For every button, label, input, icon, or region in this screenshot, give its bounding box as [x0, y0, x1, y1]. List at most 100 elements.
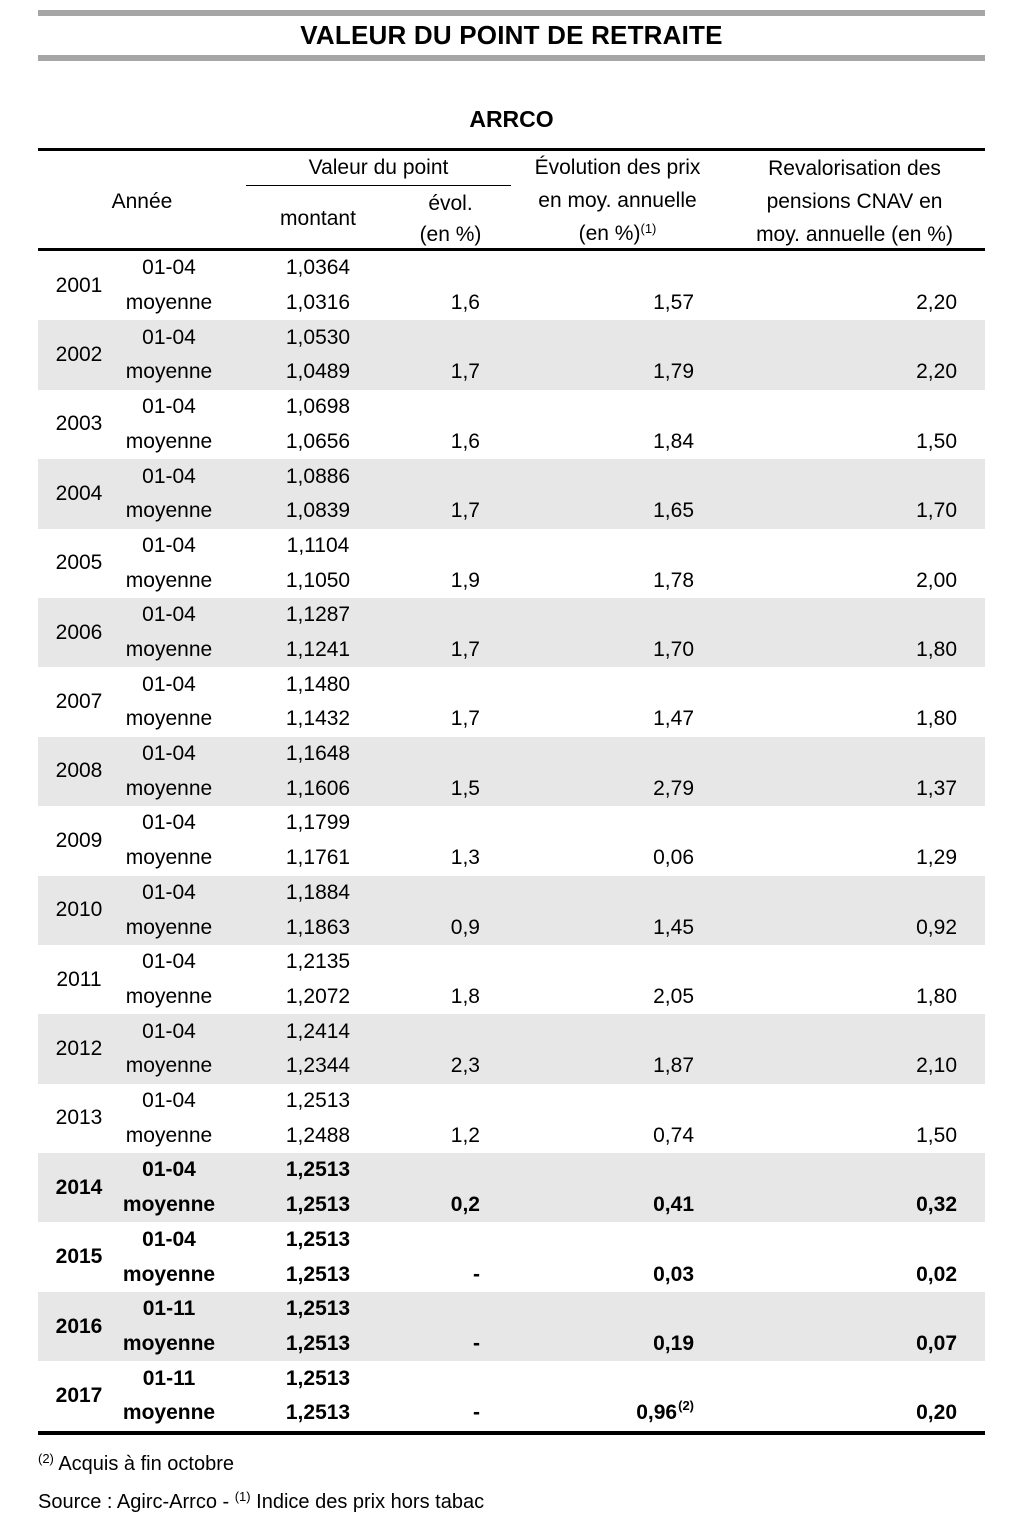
table-row: 2007 01-04 1,1480 moyenne 1,1432 1,7 1,47 1,80 [38, 667, 985, 736]
cnav-cell: 1,70 [724, 494, 985, 529]
montant-top-cell: 1,2513 [246, 1153, 390, 1188]
period-top-cell-text: 01-04 [142, 672, 196, 696]
period-bottom-cell-text: moyenne [125, 360, 213, 384]
prix-cell: 1,47 [511, 702, 724, 737]
prix-cell: 1,45 [511, 910, 724, 945]
header-montant-label: montant [280, 207, 356, 230]
prix-cell: 0,96 (2) [511, 1396, 724, 1431]
prix-cell-text: 1,65 [653, 499, 694, 523]
period-top-cell: 01-04 [120, 459, 246, 494]
period-top-cell-text: 01-04 [142, 880, 196, 904]
evol-cell-text: 1,7 [450, 360, 480, 384]
montant-bottom-cell: 1,2513 [246, 1396, 390, 1431]
period-top-cell: 01-04 [120, 667, 246, 702]
period-top-cell-text: 01-04 [142, 1019, 196, 1043]
montant-top-cell-text: 1,0364 [285, 256, 351, 280]
period-bottom-cell: moyenne [120, 1327, 246, 1362]
period-top-cell-text: 01-04 [142, 325, 196, 349]
period-top-cell: 01-04 [120, 1014, 246, 1049]
evol-cell-text: 1,8 [450, 984, 480, 1008]
year-cell-text: 2012 [55, 1036, 103, 1060]
cnav-cell: 0,92 [724, 910, 985, 945]
header-prix-line3: (en %)(1) [579, 217, 657, 252]
source-text: Source : Agirc-Arrco - [38, 1491, 235, 1513]
cnav-cell: 2,20 [724, 355, 985, 390]
cnav-cell: 1,80 [724, 980, 985, 1015]
footnote-1-text: Acquis à fin octobre [53, 1453, 234, 1475]
cnav-cell: 0,07 [724, 1327, 985, 1362]
evol-cell-text: 1,7 [450, 499, 480, 523]
header-annee: Année [38, 151, 246, 252]
year-cell: 2014 [38, 1153, 120, 1222]
montant-bottom-cell: 1,2513 [246, 1188, 390, 1223]
montant-bottom-cell-text: 1,1606 [285, 776, 351, 800]
footnote-2-marker: (1) [234, 1489, 251, 1504]
montant-bottom-cell: 1,0839 [246, 494, 390, 529]
montant-top-cell-text: 1,2135 [285, 950, 351, 974]
evol-cell-text: 1,3 [450, 846, 480, 870]
cnav-cell: 1,29 [724, 841, 985, 876]
cnav-cell: 2,10 [724, 1049, 985, 1084]
header-prix-line2: en moy. annuelle [538, 189, 697, 212]
header-valeur-subcolumns: montant évol. (en %) [246, 186, 511, 252]
period-bottom-cell: moyenne [120, 424, 246, 459]
montant-top-cell: 1,1480 [246, 667, 390, 702]
cnav-cell: 2,00 [724, 563, 985, 598]
year-cell: 2007 [38, 667, 120, 736]
montant-bottom-cell-text: 1,1863 [285, 915, 351, 939]
year-cell-text: 2005 [55, 551, 103, 575]
year-cell-text: 2006 [55, 620, 103, 644]
header-cnav-line1: Revalorisation des [768, 157, 941, 180]
table-row: 2005 01-04 1,1104 moyenne 1,1050 1,9 1,78 2,00 [38, 529, 985, 598]
period-bottom-cell: moyenne [120, 980, 246, 1015]
table-row: 2013 01-04 1,2513 moyenne 1,2488 1,2 0,74 1,50 [38, 1084, 985, 1153]
cnav-cell: 1,50 [724, 1118, 985, 1153]
cnav-cell-text: 1,70 [916, 499, 957, 523]
montant-top-cell-text: 1,0698 [285, 395, 351, 419]
year-cell-text: 2009 [55, 828, 103, 852]
evol-cell-text: 2,3 [450, 1054, 480, 1078]
period-top-cell: 01-04 [120, 945, 246, 980]
footnote-line-2: Source : Agirc-Arrco - (1) Indice des pr… [38, 1484, 985, 1522]
cnav-cell: 1,80 [724, 633, 985, 668]
cnav-cell-text: 1,50 [916, 429, 957, 453]
montant-bottom-cell: 1,1241 [246, 633, 390, 668]
header-prix-line1: Évolution des prix [534, 156, 701, 179]
prix-cell-text: 0,19 [653, 1331, 694, 1355]
prix-cell-text: 1,45 [653, 915, 694, 939]
table-row: 2014 01-04 1,2513 moyenne 1,2513 0,2 0,41 0,32 [38, 1153, 985, 1223]
year-cell: 2013 [38, 1084, 120, 1153]
evol-cell: 0,2 [390, 1188, 511, 1223]
year-cell-text: 2010 [55, 898, 103, 922]
table-row: 2008 01-04 1,1648 moyenne 1,1606 1,5 2,79 1,37 [38, 736, 985, 807]
header-prix: Évolution des prix en moy. annuelle (en … [511, 151, 724, 252]
footnote-line-1: (2) Acquis à fin octobre [38, 1446, 985, 1484]
period-top-cell-text: 01-04 [142, 811, 196, 835]
header-annee-label: Année [111, 189, 173, 213]
period-top-cell: 01-04 [120, 806, 246, 841]
montant-top-cell: 1,2414 [246, 1014, 390, 1049]
year-cell-text: 2003 [55, 412, 103, 436]
montant-bottom-cell-text: 1,0656 [285, 429, 351, 453]
period-top-cell-text: 01-04 [142, 950, 196, 974]
montant-bottom-cell-text: 1,0489 [285, 360, 351, 384]
evol-cell: 1,2 [390, 1118, 511, 1153]
year-cell: 2004 [38, 459, 120, 528]
cnav-cell-text: 1,80 [916, 707, 957, 731]
prix-cell-text: 1,78 [653, 568, 694, 592]
montant-top-cell: 1,0364 [246, 251, 390, 286]
prix-cell: 0,06 [511, 841, 724, 876]
montant-bottom-cell-text: 1,0839 [285, 499, 351, 523]
prix-cell-text: 0,96 [636, 1401, 678, 1425]
year-cell-text: 2002 [55, 343, 103, 367]
period-top-cell: 01-04 [120, 251, 246, 286]
period-bottom-cell-text: moyenne [125, 291, 213, 315]
period-bottom-cell: moyenne [120, 563, 246, 598]
montant-bottom-cell-text: 1,2513 [285, 1262, 351, 1286]
evol-cell: - [390, 1327, 511, 1362]
montant-top-cell-text: 1,1480 [285, 672, 351, 696]
footnote-ref-1: (1) [640, 221, 657, 236]
period-top-cell: 01-04 [120, 320, 246, 355]
montant-top-cell: 1,0886 [246, 459, 390, 494]
montant-top-cell: 1,1648 [246, 737, 390, 772]
